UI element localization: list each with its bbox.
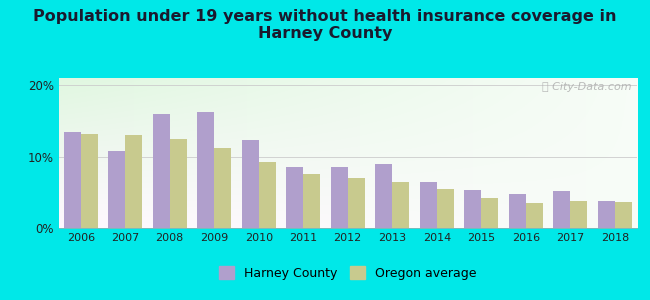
Bar xyxy=(64,132,81,228)
Bar xyxy=(109,151,125,228)
Text: ⓘ City-Data.com: ⓘ City-Data.com xyxy=(541,82,631,92)
Bar xyxy=(331,167,348,228)
Bar xyxy=(481,198,498,228)
Bar xyxy=(198,112,214,228)
Bar xyxy=(615,202,632,228)
Bar xyxy=(392,182,409,228)
Bar xyxy=(287,167,304,228)
Bar xyxy=(570,201,587,228)
Bar xyxy=(598,201,615,228)
Text: Population under 19 years without health insurance coverage in
Harney County: Population under 19 years without health… xyxy=(33,9,617,41)
Bar xyxy=(214,148,231,228)
Bar xyxy=(348,178,365,228)
Bar xyxy=(509,194,526,228)
Bar xyxy=(437,189,454,228)
Bar xyxy=(170,139,187,228)
Bar xyxy=(375,164,392,228)
Bar xyxy=(464,190,481,228)
Bar xyxy=(553,191,570,228)
Bar xyxy=(242,140,259,228)
Bar xyxy=(125,135,142,228)
Bar xyxy=(81,134,98,228)
Legend: Harney County, Oregon average: Harney County, Oregon average xyxy=(214,261,482,285)
Bar xyxy=(420,182,437,228)
Bar xyxy=(304,174,320,228)
Bar xyxy=(153,114,170,228)
Bar xyxy=(259,162,276,228)
Bar xyxy=(526,203,543,228)
